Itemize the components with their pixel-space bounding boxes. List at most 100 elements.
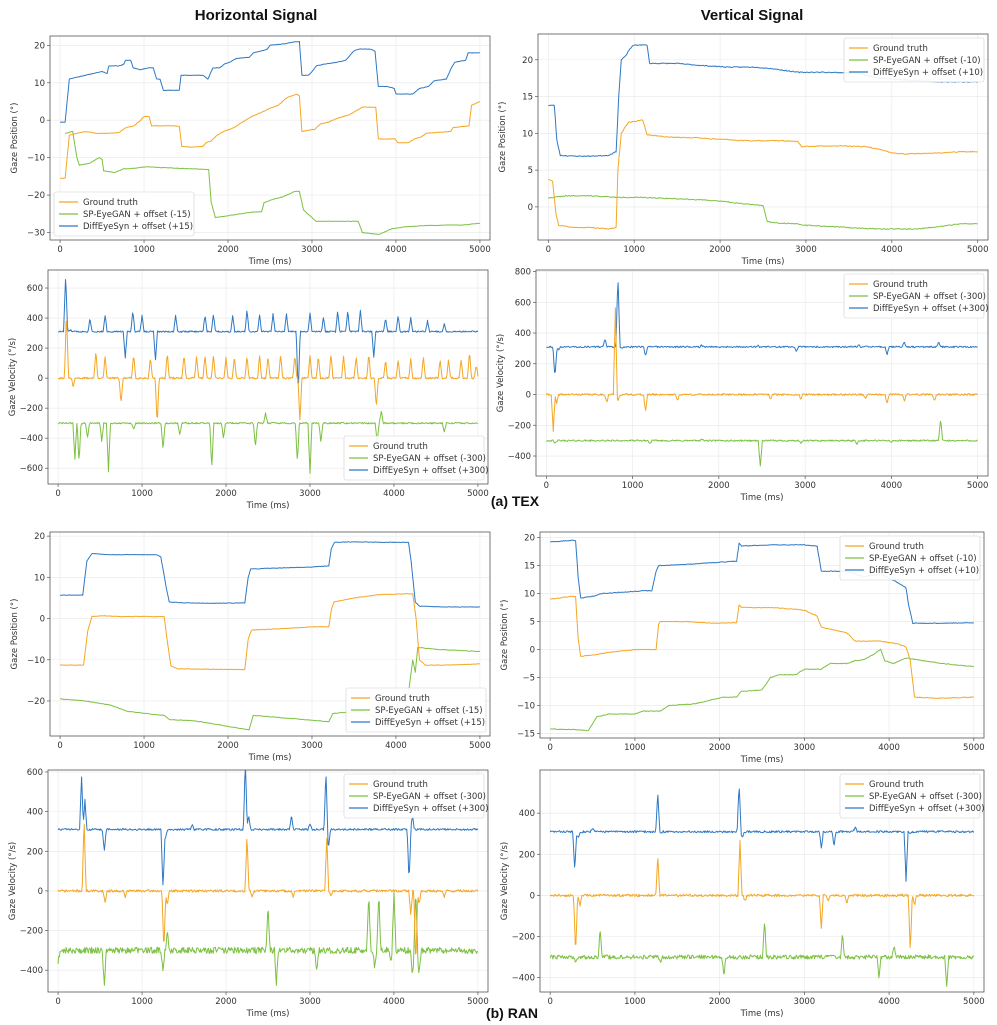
chart-ran_hpos: 0 1000 2000 3000 4000 5000 −20 −10 0 10 20 Time (ms… [10,531,491,763]
x-tick-label: 0 [57,245,62,255]
y-tick-label: 20 [522,56,533,66]
x-tick-label: 2000 [709,743,731,753]
y-tick-label: −400 [512,974,535,984]
legend-box [843,273,985,319]
y-tick-label: −10 [27,154,45,164]
legend-entry-gt: Ground truth [373,780,428,790]
y-tick-label: −10 [27,656,45,666]
y-tick-label: 20 [524,534,535,544]
x-tick-label: 4000 [385,245,407,255]
caption-tex: (a) TEX [491,493,540,509]
x-tick-label: 4000 [881,481,903,491]
legend-box [839,535,981,581]
legend-entry-diff: DiffEyeSyn + offset (+15) [375,718,485,728]
legend-box [345,687,487,733]
legend-entry-diff: DiffEyeSyn + offset (+300) [373,804,488,814]
plot-frame [49,531,491,737]
y-tick-label: 10 [34,573,45,583]
series-line-gt [59,593,480,671]
y-axis-label: Gaze Position (°) [10,599,20,670]
y-tick-label: 15 [524,562,535,572]
x-tick-label: 2000 [215,489,237,499]
legend: Ground truth SP-EyeGAN + offset (-10) Diff… [839,535,981,581]
y-tick-label: 600 [27,284,43,294]
legend-box [839,773,981,819]
y-axis-label: Gaze Position (°) [498,102,508,173]
series-line-sp [57,891,478,986]
plot-frame [537,33,989,241]
x-axis-label: Time (ms) [248,257,292,267]
y-tick-label: 10 [524,590,535,600]
x-tick-label: 0 [544,481,549,491]
legend: Ground truth SP-EyeGAN + offset (-300) Dif… [839,773,984,819]
chart-tex_hvel: 0 1000 2000 3000 4000 5000 −600 −400 −200 0 200 400… [8,269,489,511]
x-tick-label: 5000 [469,245,491,255]
y-tick-label: 0 [528,203,533,213]
legend: Ground truth SP-EyeGAN + offset (-15) Diff… [345,687,487,733]
y-tick-label: 600 [515,298,531,308]
series-line-gt [549,595,974,699]
y-tick-label: 400 [27,808,43,818]
chart-tex_vvel: 0 1000 2000 3000 4000 5000 −400 −200 0 200 400 600 8… [496,268,988,503]
x-tick-label: 2000 [217,245,239,255]
x-tick-label: 4000 [383,489,405,499]
y-tick-label: −10 [517,702,535,712]
y-axis-label: Gaze Velocity (°/s) [8,338,18,416]
chart-tex_vpos: 0 1000 2000 3000 4000 5000 0 5 10 15 20 Time (ms) Ga… [498,33,989,267]
x-tick-label: 1000 [133,245,155,255]
y-axis-label: Gaze Velocity (°/s) [496,334,506,412]
caption-ran: (b) RAN [486,1005,538,1021]
x-tick-label: 4000 [383,997,405,1007]
y-tick-label: −30 [27,229,45,239]
series-line-sp [550,648,974,732]
y-tick-label: −200 [512,933,535,943]
series-line-diff [58,279,479,384]
y-axis-label: Gaze Velocity (°/s) [8,842,18,920]
y-tick-label: 10 [34,79,45,89]
plot-frame [539,769,985,993]
x-tick-label: 4000 [881,245,903,255]
x-tick-label: 1000 [623,245,645,255]
x-tick-label: 2000 [215,997,237,1007]
series-line-diff [60,541,480,608]
plot-frame [535,269,989,477]
legend-entry-gt: Ground truth [873,44,928,54]
chart-tex_hpos: 0 1000 2000 3000 4000 5000 −30 −20 −10 0 10 20 Time … [10,35,491,267]
legend: Ground truth SP-EyeGAN + offset (-15) Diff… [53,191,195,237]
series-line-gt [57,320,479,421]
legend: Ground truth SP-EyeGAN + offset (-300) Dif… [343,773,488,819]
x-axis-label: Time (ms) [740,1009,784,1019]
series-line-gt [548,119,978,230]
series-line-gt [549,840,975,948]
y-tick-label: −600 [20,464,43,474]
x-tick-label: 1000 [624,743,646,753]
plot-frame [539,531,985,739]
series-line-diff [549,539,974,625]
x-axis-label: Time (ms) [741,257,785,267]
legend-entry-gt: Ground truth [83,198,138,208]
series-line-diff [60,41,480,123]
x-tick-label: 5000 [967,245,989,255]
y-tick-label: −400 [20,434,43,444]
y-tick-label: −20 [27,697,45,707]
x-tick-label: 0 [547,997,552,1007]
x-tick-label: 4000 [385,741,407,751]
y-tick-label: 200 [519,850,535,860]
legend-entry-sp: SP-EyeGAN + offset (-15) [375,706,483,716]
y-tick-label: 0 [526,391,531,401]
x-tick-label: 5000 [963,997,985,1007]
legend-entry-gt: Ground truth [869,780,924,790]
y-tick-label: −200 [20,404,43,414]
y-axis-label: Gaze Position (°) [500,600,510,671]
y-tick-label: 400 [519,809,535,819]
legend-box [343,435,485,481]
series-line-diff [57,770,479,886]
x-tick-label: 1000 [622,481,644,491]
legend-entry-diff: DiffEyeSyn + offset (+10) [873,68,983,78]
series-line-diff [546,282,978,373]
y-axis-label: Gaze Position (°) [10,103,20,174]
x-tick-label: 2000 [708,481,730,491]
x-tick-label: 0 [55,489,60,499]
legend-entry-sp: SP-EyeGAN + offset (-300) [873,292,986,302]
